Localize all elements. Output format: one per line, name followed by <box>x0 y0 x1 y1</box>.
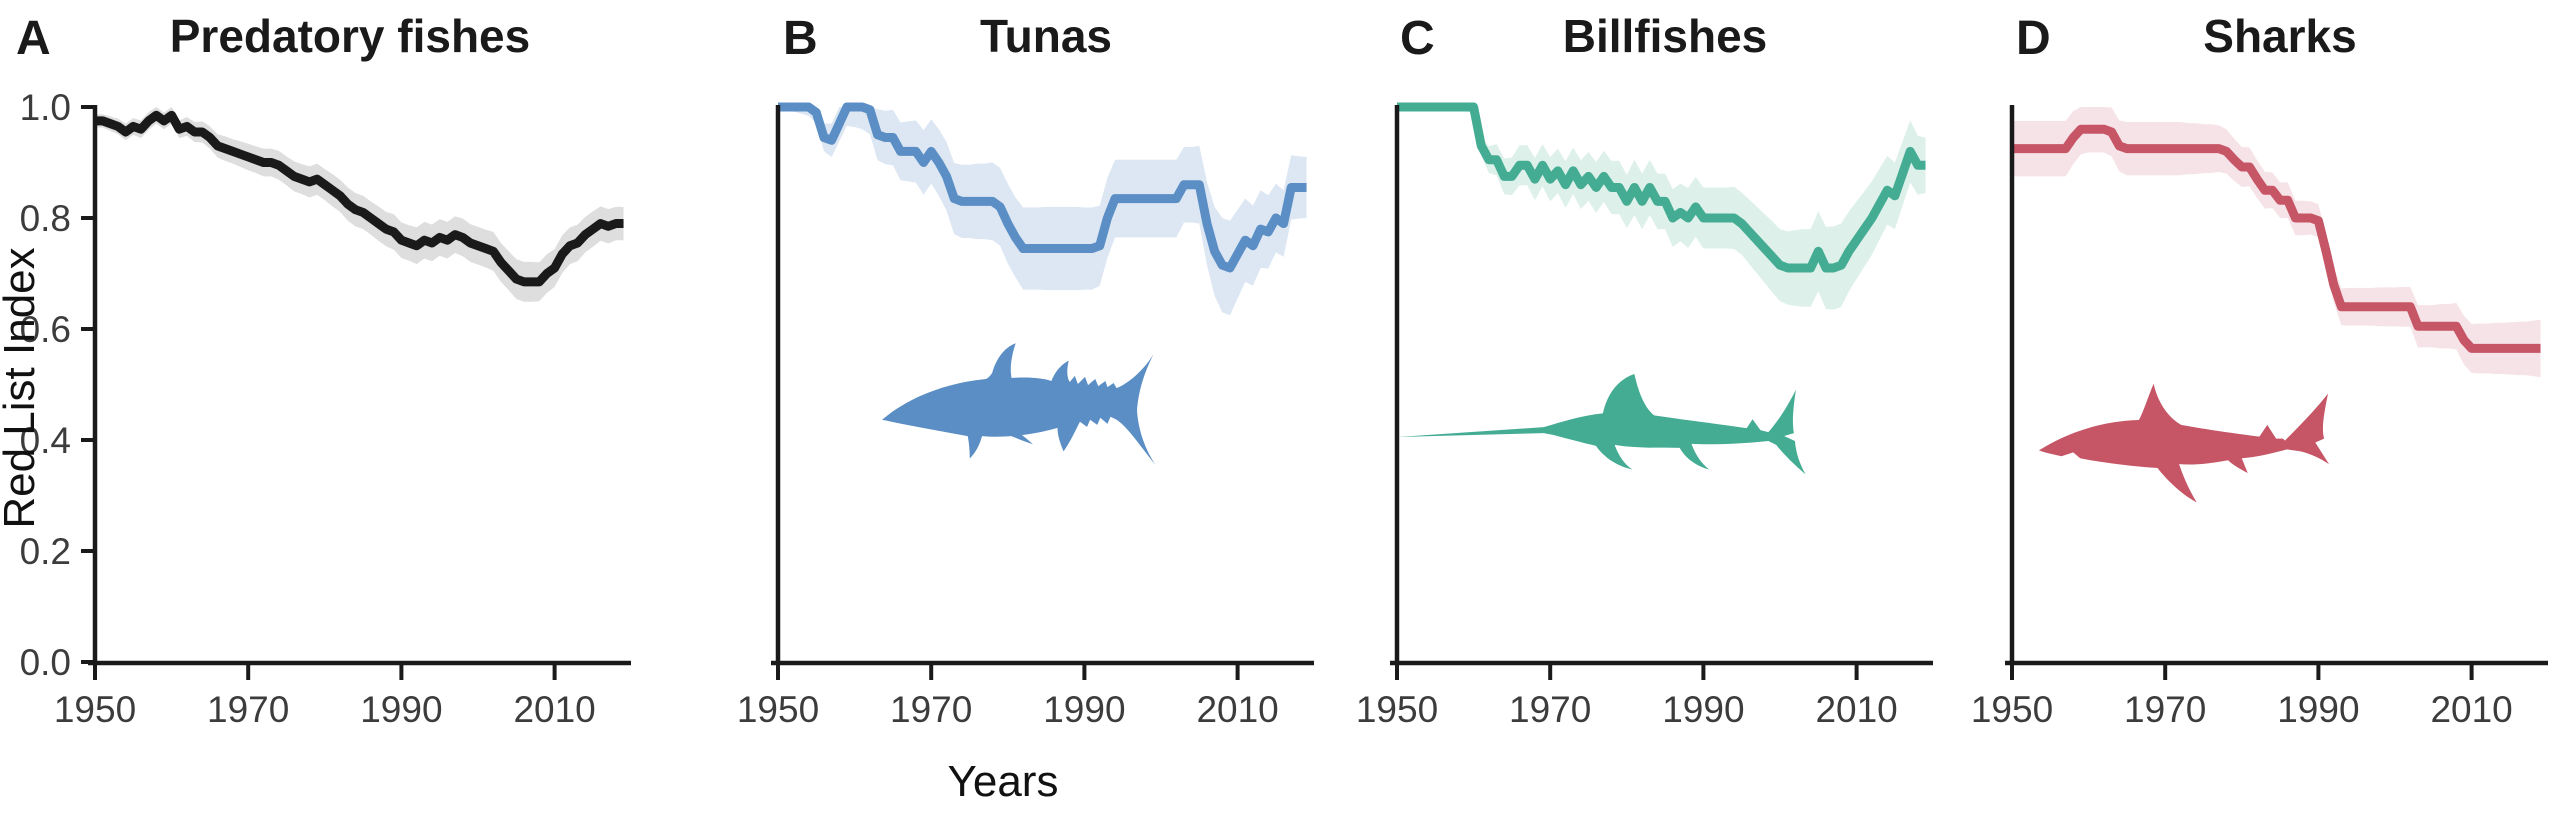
panel-c: C Billfishes 1950 1970 1990 2010 <box>1356 10 1933 730</box>
x-tick-label: 1950 <box>1971 689 2053 730</box>
panel-a-title: Predatory fishes <box>170 10 530 62</box>
x-tick-label: 1970 <box>2124 689 2206 730</box>
panel-c-plot: 1950 1970 1990 2010 <box>1356 102 1933 730</box>
billfish-icon <box>1397 373 1806 475</box>
rli-line <box>1397 102 1926 273</box>
y-tick-label: 0.6 <box>20 309 71 350</box>
panel-b: B Tunas 1950 1970 1990 2010 <box>737 10 1314 730</box>
x-tick-label: 1990 <box>1043 689 1125 730</box>
x-tick-label: 2010 <box>513 689 595 730</box>
panel-b-plot: 1950 1970 1990 2010 <box>737 102 1314 730</box>
panel-c-letter: C <box>1400 12 1435 65</box>
x-tick-label: 1950 <box>737 689 819 730</box>
panel-c-title: Billfishes <box>1563 10 1768 62</box>
x-tick-label: 1970 <box>1509 689 1591 730</box>
tuna-icon <box>882 343 1156 465</box>
y-tick-label: 0.2 <box>20 531 71 572</box>
panel-a-letter: A <box>16 12 51 65</box>
rli-line <box>778 102 1307 273</box>
rli-line <box>95 110 624 287</box>
panel-d-plot: 1950 1970 1990 2010 <box>1971 105 2548 730</box>
panel-a-plot: 1950 1970 1990 2010 0.0 0.2 0.4 0.6 0.8 1.0 <box>20 87 631 730</box>
confidence-band <box>778 107 1307 316</box>
x-axis-label: Years <box>948 757 1059 806</box>
y-tick-label: 0.0 <box>20 642 71 683</box>
y-tick-label: 0.4 <box>20 420 71 461</box>
y-axis-label: Red List Index <box>0 247 44 528</box>
x-tick-label: 2010 <box>1196 689 1278 730</box>
panel-a: A Predatory fishes 1950 1970 1990 2010 0.0 0.… <box>16 10 631 730</box>
tuna-icon-shape <box>973 409 1033 445</box>
x-tick-label: 1990 <box>360 689 442 730</box>
x-tick-label: 1950 <box>54 689 136 730</box>
panel-b-title: Tunas <box>980 10 1112 62</box>
x-tick-label: 2010 <box>1815 689 1897 730</box>
billfish-icon-shape <box>1397 373 1806 475</box>
x-tick-label: 1990 <box>2277 689 2359 730</box>
x-tick-label: 2010 <box>2430 689 2512 730</box>
rli-line <box>2012 124 2541 353</box>
confidence-band <box>1397 107 1926 310</box>
panel-d: D Sharks 1950 1970 1990 2010 <box>1971 10 2548 730</box>
shark-icon-shape <box>2038 383 2330 503</box>
y-tick-label: 0.8 <box>20 198 71 239</box>
x-tick-label: 1970 <box>207 689 289 730</box>
panel-d-title: Sharks <box>2203 10 2356 62</box>
panel-d-letter: D <box>2016 12 2051 65</box>
x-tick-label: 1970 <box>890 689 972 730</box>
x-tick-label: 1990 <box>1662 689 1744 730</box>
x-tick-label: 1950 <box>1356 689 1438 730</box>
y-tick-label: 1.0 <box>20 87 71 128</box>
tuna-icon-shape <box>882 343 1156 465</box>
shark-icon <box>2038 383 2330 503</box>
panel-b-letter: B <box>783 12 818 65</box>
